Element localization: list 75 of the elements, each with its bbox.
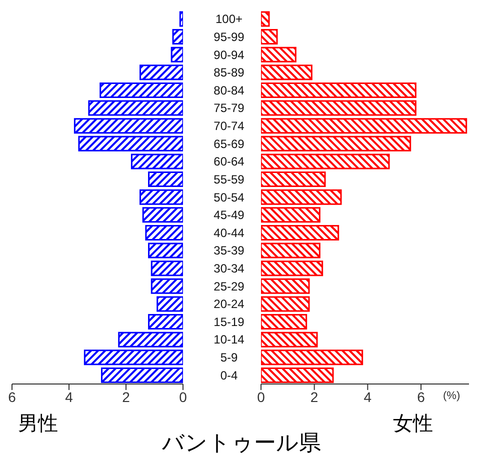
bar: [74, 118, 183, 134]
x-tick-label: 0: [179, 388, 188, 405]
x-tick-label: 2: [310, 388, 318, 405]
x-tick-label: 6: [417, 388, 426, 405]
bar: [150, 278, 183, 294]
bar: [142, 207, 183, 223]
y-tick-label: 55-59: [214, 172, 245, 186]
text: (%): [443, 390, 460, 402]
y-tick-label: 10-14: [214, 332, 245, 347]
text: バントゥール県: [162, 430, 321, 455]
x-axis-title: 男性: [18, 412, 58, 437]
bar: [261, 11, 270, 27]
x-tick-label: 6: [8, 388, 16, 405]
bar: [84, 350, 183, 366]
bar: [261, 46, 296, 62]
bar: [156, 296, 183, 312]
bar: [261, 136, 412, 152]
y-tick-label: 60-64: [214, 154, 245, 169]
y-tick-label: 15-19: [214, 314, 245, 329]
bar: [261, 154, 390, 170]
bar: [261, 260, 324, 276]
bar: [261, 242, 320, 258]
bar: [261, 118, 468, 134]
bar: [261, 29, 278, 45]
y-tick-label: 0-4: [220, 368, 238, 382]
bar: [179, 11, 183, 27]
x-tick-label: 2: [122, 388, 130, 405]
y-tick-label: 35-39: [214, 244, 245, 258]
bar: [261, 224, 340, 240]
y-tick-label: 30-34: [214, 262, 245, 276]
y-tick-label: 85-89: [214, 66, 245, 80]
x-axis-title: 女性: [393, 412, 433, 437]
bar: [78, 136, 183, 152]
y-tick-label: 70-74: [214, 119, 245, 134]
y-tick-label: 100+: [215, 12, 243, 26]
bar: [101, 367, 183, 383]
bar: [261, 207, 320, 223]
y-tick-label: 90-94: [214, 48, 245, 62]
y-tick-label: 50-54: [214, 190, 245, 204]
bar: [261, 189, 342, 205]
bar: [261, 296, 310, 312]
bar: [88, 100, 183, 116]
y-tick-label: 80-84: [214, 83, 245, 98]
bar: [261, 64, 312, 80]
y-tick-label: 75-79: [214, 101, 245, 116]
y-tick-label: 25-29: [214, 279, 245, 294]
bar: [150, 260, 183, 276]
bar: [261, 100, 416, 116]
bar: [261, 350, 364, 366]
bar: [261, 367, 334, 383]
bar: [172, 29, 183, 45]
bar: [170, 46, 183, 62]
bar: [261, 172, 326, 188]
y-tick-label: 65-69: [214, 136, 245, 151]
y-tick-label: 20-24: [214, 297, 245, 312]
y-tick-label: 45-49: [214, 208, 245, 222]
bar: [148, 314, 183, 330]
bar: [140, 64, 183, 80]
y-tick-label: 5-9: [220, 350, 238, 365]
x-tick-label: 4: [364, 388, 372, 405]
bar: [140, 189, 183, 205]
bar: [261, 278, 310, 294]
bar: [100, 82, 183, 98]
x-tick-label: 0: [257, 388, 266, 405]
bar: [148, 172, 183, 188]
y-tick-label: 40-44: [214, 226, 245, 240]
bar: [118, 332, 183, 348]
bar: [261, 314, 308, 330]
bar: [148, 242, 183, 258]
x-tick-label: 4: [65, 388, 74, 405]
bar: [261, 82, 416, 98]
y-tick-label: 95-99: [214, 30, 245, 44]
bar: [130, 154, 183, 170]
bar: [261, 332, 318, 348]
bar: [145, 224, 183, 240]
